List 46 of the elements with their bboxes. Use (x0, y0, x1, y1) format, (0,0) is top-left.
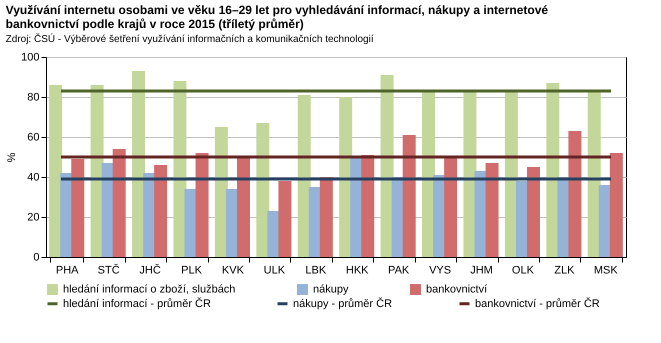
y-tick-label: 0 (33, 252, 40, 264)
x-tick-label: PAK (388, 264, 410, 276)
legend-label: bankovnictví (426, 284, 488, 296)
y-tick-label: 60 (27, 132, 40, 144)
x-tick-label: OLK (512, 264, 535, 276)
legend-label: hledání informací o zboží, službách (63, 284, 236, 296)
chart-subtitle: Zdroj: ČSÚ - Výběrové šetření využívání informačních a komunikačních technologií (6, 33, 374, 45)
y-tick-label: 20 (27, 212, 40, 224)
legend-label: nákupy - průměr ČR (293, 296, 392, 310)
bar (610, 153, 623, 257)
bar (526, 167, 540, 257)
x-tick-label: PHA (56, 264, 80, 276)
bar (278, 181, 292, 257)
bar (71, 159, 84, 257)
bar (486, 163, 499, 257)
legend-label: hledání informací - průměr ČR (63, 296, 211, 310)
bar (444, 157, 458, 257)
x-tick-label: KVK (222, 264, 245, 276)
x-tick-label: VYS (429, 264, 452, 276)
y-axis-title: % (6, 152, 18, 162)
bar (361, 155, 374, 257)
x-tick-label: MSK (594, 264, 618, 276)
x-tick-label: PLK (181, 264, 203, 276)
bar (236, 157, 250, 257)
x-tick-label: HKK (346, 264, 370, 276)
bar (320, 177, 333, 257)
bar (112, 149, 126, 257)
bar (298, 95, 311, 257)
bar (588, 91, 601, 257)
legend-label: bankovnictví - průměr ČR (475, 296, 600, 310)
y-tick-label: 80 (27, 92, 40, 104)
y-tick-label: 40 (27, 172, 40, 184)
x-tick-label: STČ (98, 264, 120, 276)
legend-label: nákupy (313, 284, 349, 296)
bar (49, 85, 62, 257)
bar (154, 165, 168, 257)
bar (402, 135, 416, 257)
x-tick-label: JHČ (139, 264, 161, 276)
y-tick-label: 100 (21, 52, 40, 64)
x-tick-label: LBK (305, 264, 327, 276)
bar (568, 131, 582, 257)
x-tick-label: ZLK (554, 264, 576, 276)
chart-title: Využívání internetu osobami ve věku 16–29 let pro vyhledávání informací, nákupy a internetové bankovnictví podle krajů v roce 2015 (tříletý průměr) (6, 3, 548, 31)
bar (196, 153, 209, 257)
x-tick-label: ULK (264, 264, 286, 276)
x-tick-label: JHM (470, 264, 493, 276)
